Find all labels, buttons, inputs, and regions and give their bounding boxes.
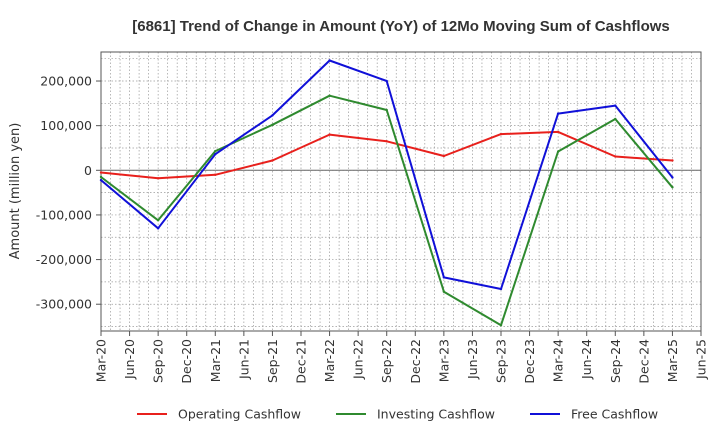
y-tick-label: -100,000 [36,207,92,222]
data-point-operating-cashflow [385,140,388,143]
x-tick-label: Sep-20 [151,339,166,383]
data-point-investing-cashflow [156,219,160,222]
data-point-investing-cashflow [499,323,503,327]
data-point-operating-cashflow [156,177,160,180]
data-point-operating-cashflow [499,132,503,136]
x-tick-label: Mar-25 [665,339,680,382]
data-point-investing-cashflow [271,123,274,126]
data-point-free-cashflow [156,227,160,230]
legend: Operating Cashflow Investing Cashflow Free… [137,407,658,422]
data-point-free-cashflow [556,112,560,115]
y-tick-label: -200,000 [36,252,92,267]
data-point-free-cashflow [271,114,274,117]
x-tick-label: Dec-23 [522,339,537,384]
plot-background [101,52,701,331]
legend-label-operating-cashflow: Operating Cashflow [178,407,301,422]
y-axis: 200,000 100,000 0 -100,000 -200,000 -300,000 [36,74,101,312]
x-tick-label: Mar-23 [436,339,451,382]
x-tick-label: Sep-23 [494,339,509,383]
x-tick-label: Mar-22 [322,339,337,382]
data-point-investing-cashflow [99,175,103,179]
x-tick-label: Jun-25 [694,339,709,380]
data-point-operating-cashflow [671,159,674,162]
x-tick-label: Jun-22 [351,339,366,380]
data-point-free-cashflow [99,178,103,182]
data-point-operating-cashflow [214,173,217,176]
x-tick-label: Jun-23 [465,339,480,380]
data-point-investing-cashflow [442,290,446,293]
x-tick-label: Dec-21 [294,339,309,384]
plot-frame [100,51,702,332]
x-tick-label: Mar-20 [94,339,109,382]
data-point-free-cashflow [214,153,217,156]
y-tick-label: 0 [84,163,92,178]
x-tick-label: Jun-24 [579,339,594,380]
chart-title: [6861] Trend of Change in Amount (YoY) o… [132,18,670,35]
data-point-operating-cashflow [614,155,617,158]
data-point-free-cashflow [671,176,674,179]
x-tick-label: Sep-22 [379,339,394,383]
y-tick-label: 100,000 [40,118,92,133]
data-point-investing-cashflow [328,94,331,97]
x-tick-label: Mar-24 [551,339,566,382]
data-point-free-cashflow [385,79,388,83]
data-point-free-cashflow [442,276,446,279]
x-tick-label: Sep-21 [265,339,280,383]
data-point-operating-cashflow [328,133,331,136]
x-tick-label: Dec-22 [408,339,423,384]
data-point-investing-cashflow [385,108,388,112]
data-point-operating-cashflow [442,154,446,158]
data-point-free-cashflow [499,287,503,291]
data-point-investing-cashflow [556,150,560,153]
data-point-free-cashflow [328,59,331,62]
data-point-operating-cashflow [556,130,560,134]
data-point-operating-cashflow [99,171,103,174]
data-point-investing-cashflow [671,186,674,189]
x-tick-label: Jun-20 [122,339,137,380]
y-axis-label: Amount (million yen) [8,123,23,260]
data-point-operating-cashflow [271,159,274,162]
data-point-free-cashflow [614,104,617,107]
x-tick-label: Sep-24 [608,339,623,383]
x-tick-label: Dec-20 [179,339,194,384]
x-tick-label: Dec-24 [636,339,651,384]
y-tick-label: -300,000 [36,297,92,312]
legend-label-free-cashflow: Free Cashflow [571,407,658,422]
data-point-investing-cashflow [214,149,217,153]
y-tick-label: 200,000 [40,74,92,89]
x-tick-label: Mar-21 [208,339,223,382]
plot-area [99,51,702,332]
x-axis: Mar-20 Jun-20 Sep-20 Dec-20 Mar-21 Jun-21 Sep-… [94,331,709,384]
data-point-investing-cashflow [614,117,617,121]
legend-label-investing-cashflow: Investing Cashflow [377,407,495,422]
x-tick-label: Jun-21 [236,339,251,380]
